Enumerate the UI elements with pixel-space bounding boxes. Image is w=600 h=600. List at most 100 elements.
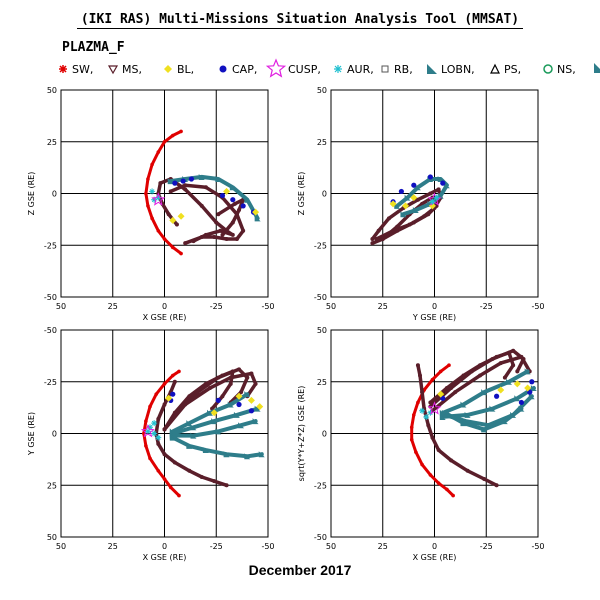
y-tick-label: 25 bbox=[47, 481, 57, 490]
triangle-icon bbox=[490, 63, 500, 74]
lobn-point bbox=[524, 368, 531, 375]
x-y-panel: 50 25 0 -25 -50 50 25 0 -25 -50 X GSE (RE) Y GSE (R… bbox=[27, 326, 275, 562]
x-tick-label: 0 bbox=[162, 542, 167, 551]
sw-point bbox=[430, 377, 435, 382]
lobn-point bbox=[489, 405, 496, 412]
lobn-point bbox=[223, 451, 230, 458]
ms-point bbox=[234, 237, 239, 242]
y-tick-label: -25 bbox=[314, 241, 327, 250]
sw-point bbox=[179, 251, 183, 256]
sw-point bbox=[170, 133, 175, 138]
lobn-point bbox=[244, 453, 251, 460]
ms-point bbox=[216, 212, 221, 217]
aur-point bbox=[419, 407, 426, 414]
sw-point bbox=[451, 493, 455, 498]
sw-point bbox=[414, 450, 418, 454]
ms-point bbox=[370, 237, 375, 242]
lobn-point bbox=[215, 428, 222, 435]
y-tick-label: -25 bbox=[44, 241, 57, 250]
cap-point bbox=[398, 188, 404, 195]
bl-point bbox=[177, 212, 185, 220]
cap-point bbox=[170, 391, 176, 397]
y-tick-label: -50 bbox=[314, 293, 327, 302]
lobn-point bbox=[169, 434, 176, 441]
ms-point bbox=[469, 369, 474, 374]
x-tick-label: -25 bbox=[480, 302, 493, 311]
ms-point bbox=[395, 228, 400, 233]
mission-subtitle: PLAZMA_F bbox=[62, 40, 125, 55]
x-rho-panel: 50 25 0 -25 -50 -50 -25 0 25 50 X GSE (RE) sqrt(Y*Y… bbox=[297, 326, 545, 562]
ms-point bbox=[237, 208, 242, 213]
sw-point bbox=[445, 487, 449, 492]
legend-item: BL, bbox=[164, 63, 194, 76]
lobn-point bbox=[211, 418, 218, 425]
panels: 50 25 0 -25 -50 -50 -25 0 25 50 X GSE (RE) Z GSE (R… bbox=[27, 86, 545, 562]
x-tick-label: -25 bbox=[480, 542, 493, 551]
yellow-diamond-icon bbox=[164, 65, 172, 73]
legend-item: LOBN, bbox=[427, 63, 475, 76]
bl-point bbox=[410, 194, 418, 202]
sw-point bbox=[416, 400, 420, 405]
lobn-point bbox=[244, 391, 251, 398]
cap-point bbox=[188, 176, 195, 182]
ms-point bbox=[465, 468, 470, 473]
x-tick-label: 50 bbox=[326, 542, 336, 551]
series-group bbox=[409, 348, 537, 498]
bl-point bbox=[389, 200, 397, 208]
ms-point bbox=[162, 452, 167, 457]
lobn-point bbox=[464, 411, 471, 418]
teal-wedge-icon bbox=[427, 64, 437, 74]
magenta-star-icon bbox=[265, 58, 287, 78]
bl-point bbox=[210, 409, 218, 417]
y-tick-label: 50 bbox=[47, 86, 57, 95]
x-tick-label: -50 bbox=[531, 542, 544, 551]
sw-point bbox=[177, 369, 181, 374]
ms-point bbox=[214, 220, 219, 225]
cap-point bbox=[180, 178, 186, 184]
bl-point bbox=[256, 403, 264, 411]
sw-point bbox=[146, 204, 150, 208]
ms-point bbox=[224, 483, 229, 488]
ms-point bbox=[418, 373, 423, 378]
lobn-point bbox=[254, 215, 261, 222]
red-star-icon bbox=[59, 65, 67, 73]
legend-item: NS, bbox=[543, 63, 576, 76]
x-axis-title: X GSE (RE) bbox=[143, 553, 187, 562]
sw-point bbox=[144, 444, 148, 448]
ms-point bbox=[411, 220, 416, 225]
sw-point bbox=[144, 419, 148, 423]
ms-point bbox=[232, 201, 237, 206]
ms-point bbox=[183, 241, 188, 246]
aur-point bbox=[144, 428, 151, 435]
lobn-point bbox=[186, 442, 193, 449]
ms-point bbox=[203, 185, 208, 190]
lobn-point bbox=[439, 409, 446, 416]
x-tick-label: 0 bbox=[162, 302, 167, 311]
cap-point bbox=[427, 174, 433, 180]
legend-label: NS, bbox=[557, 63, 576, 76]
sw-point bbox=[177, 493, 181, 498]
y-tick-label: 50 bbox=[317, 326, 327, 335]
sw-point bbox=[148, 404, 152, 409]
sw-point bbox=[162, 139, 167, 144]
sw-point bbox=[428, 473, 433, 477]
ms-point bbox=[199, 234, 204, 239]
y-z-panel: 50 25 0 -25 -50 -50 -25 0 25 50 Y GSE (RE) Z GSE (R… bbox=[297, 86, 545, 322]
cap-point bbox=[236, 401, 242, 408]
x-tick-label: -25 bbox=[210, 302, 223, 311]
sw-series-line bbox=[410, 363, 455, 498]
ms-point bbox=[216, 375, 221, 380]
cyan-asterisk-icon bbox=[334, 65, 342, 73]
legend-item: PS, bbox=[490, 63, 521, 76]
lobn-point bbox=[506, 378, 513, 385]
x-tick-label: 50 bbox=[56, 302, 66, 311]
cusp-point bbox=[427, 401, 442, 415]
y-axis-title: Z GSE (RE) bbox=[27, 172, 36, 216]
sw-point bbox=[409, 425, 414, 430]
lobn-point bbox=[481, 389, 488, 396]
cap-point bbox=[440, 395, 446, 401]
ms-point bbox=[162, 402, 167, 407]
ms-point bbox=[494, 483, 499, 488]
legend-item: MS, bbox=[107, 63, 142, 76]
ms-point bbox=[156, 417, 161, 422]
